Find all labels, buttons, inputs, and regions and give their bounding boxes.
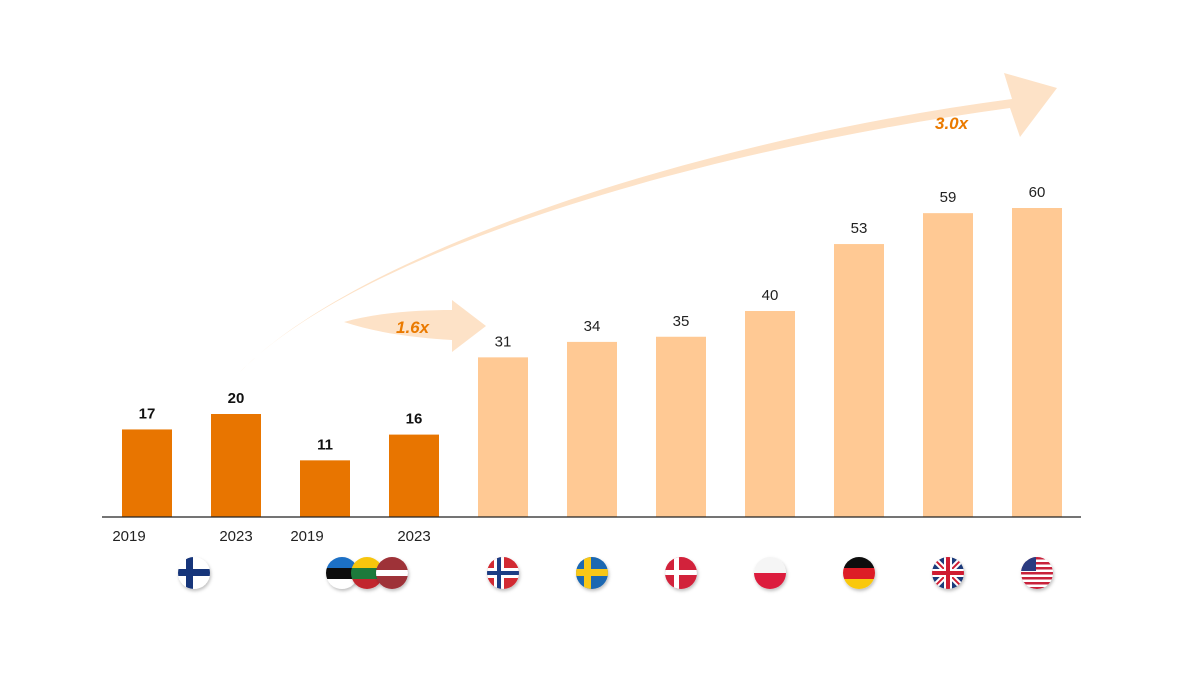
bar-finland-2023 xyxy=(211,414,261,517)
bar-norway xyxy=(478,357,528,517)
germany-flag-icon xyxy=(843,557,875,589)
value-label-sweden: 34 xyxy=(584,318,601,335)
annotation-1-6x: 1.6x xyxy=(396,318,431,337)
bar-denmark xyxy=(656,336,706,517)
year-label-finland-2023: 2023 xyxy=(219,528,252,545)
year-label-finland-2019: 2019 xyxy=(112,528,145,545)
uk-flag-icon xyxy=(932,557,964,589)
value-label-norway: 31 xyxy=(495,333,512,350)
value-label-finland-2023: 20 xyxy=(228,390,245,407)
value-label-baltics-2023: 16 xyxy=(406,411,423,428)
bar-poland xyxy=(745,311,795,517)
year-label-baltics-2019: 2019 xyxy=(290,528,323,545)
value-label-united-kingdom: 59 xyxy=(940,189,957,206)
bar-sweden xyxy=(567,341,617,517)
bar-baltics-2023 xyxy=(389,434,439,517)
value-label-baltics-2019: 11 xyxy=(317,436,333,453)
year-label-baltics-2023: 2023 xyxy=(397,528,430,545)
denmark-flag-icon xyxy=(665,557,697,589)
norway-flag-icon xyxy=(487,557,519,589)
value-label-poland: 40 xyxy=(762,287,779,304)
value-label-denmark: 35 xyxy=(673,313,690,330)
bar-united-kingdom xyxy=(923,213,973,517)
lithuania-flag-icon xyxy=(351,557,383,589)
value-label-united-states: 60 xyxy=(1029,184,1046,201)
growth-arrow-short xyxy=(344,300,486,352)
bars-group xyxy=(122,208,1062,518)
value-label-germany: 53 xyxy=(851,220,868,237)
finland-flag-icon xyxy=(178,557,210,589)
usa-flag-icon xyxy=(1021,557,1053,589)
sweden-flag-icon xyxy=(576,557,608,589)
annotation-3-0x: 3.0x xyxy=(935,114,970,133)
estonia-flag-icon xyxy=(326,557,358,589)
year-labels-group: 2019 2023 2019 2023 xyxy=(112,528,430,545)
poland-flag-icon xyxy=(754,557,786,589)
bar-baltics-2019 xyxy=(300,460,350,517)
value-label-finland-2019: 17 xyxy=(139,405,156,422)
bar-germany xyxy=(834,244,884,518)
bar-united-states xyxy=(1012,208,1062,517)
bar-finland-2019 xyxy=(122,429,172,517)
latvia-flag-icon xyxy=(376,557,408,589)
value-labels-group: 17 20 11 16 31 34 35 40 53 59 60 xyxy=(139,184,1046,453)
